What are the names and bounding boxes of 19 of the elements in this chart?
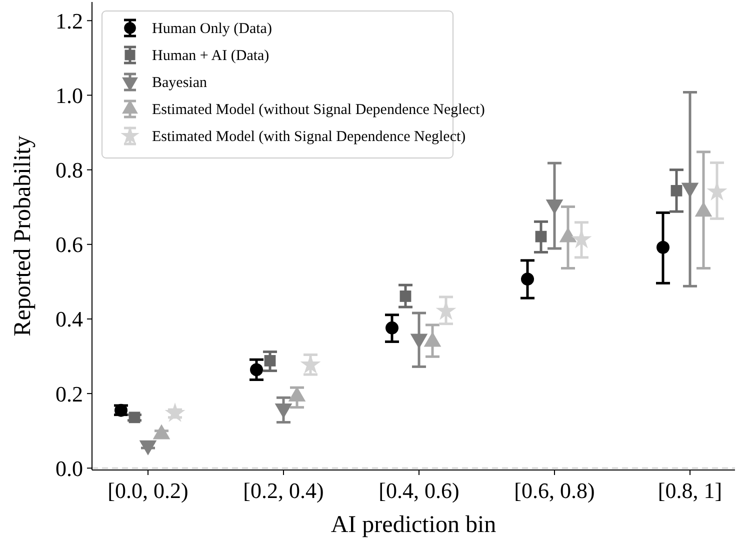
x-tick-label: [0.6, 0.8) [514,478,595,503]
y-tick-label: 0.0 [56,456,83,481]
x-tick-label: [0.4, 0.6) [378,478,460,503]
legend-label: Human + AI (Data) [152,48,270,64]
x-axis-title: AI prediction bin [330,512,496,538]
y-tick-label: 1.2 [56,8,83,34]
y-axis-title: Reported Probability [10,136,36,336]
y-tick-label: 1.0 [56,82,83,108]
x-tick-label: [0.2, 0.4) [243,478,324,503]
legend-label: Human Only (Data) [152,21,272,37]
legend-label: Bayesian [152,75,208,91]
y-tick-label: 0.4 [56,306,83,332]
legend-label: Estimated Model (with Signal Dependence Neglect) [152,129,466,145]
x-tick-label: [0.8, 1] [658,478,722,503]
y-tick-label: 0.6 [56,232,83,258]
x-tick-label: [0.0, 0.2) [108,478,188,503]
legend-label: Estimated Model (without Signal Dependence Neglect) [152,102,485,118]
y-tick-label: 0.2 [56,381,83,406]
y-tick-label: 0.8 [56,158,83,183]
